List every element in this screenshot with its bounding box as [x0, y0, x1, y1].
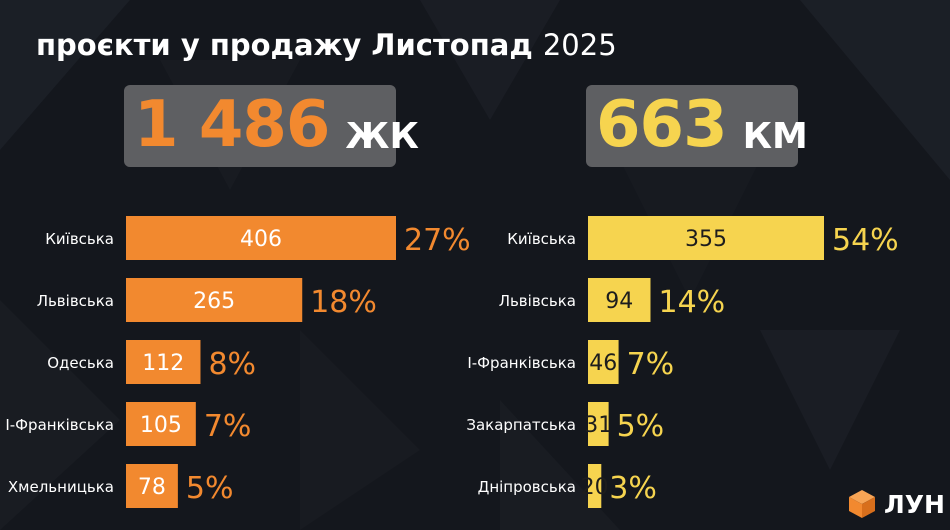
bar-value-label-right: 355 [685, 227, 727, 252]
title-text: проєкти у продажу Листопад [36, 28, 533, 62]
category-label-right: Закарпатська [466, 416, 576, 434]
bar-value-label-left: 105 [140, 413, 182, 438]
kpi-left-value: 1 486 [134, 88, 330, 162]
percent-label-right: 7% [627, 347, 675, 382]
bar-value-label-left: 78 [138, 475, 166, 500]
brand-logo: ЛУН [846, 488, 945, 520]
percent-label-right: 3% [609, 471, 657, 506]
percent-label-right: 54% [832, 223, 899, 258]
page-title: проєкти у продажу Листопад 2025 [36, 28, 617, 62]
bar-left [126, 216, 396, 260]
title-year: 2025 [542, 28, 617, 62]
bar-value-label-right: 94 [605, 289, 633, 314]
percent-label-left: 7% [204, 409, 252, 444]
bar-left [126, 278, 303, 322]
brand-logo-text: ЛУН [884, 489, 945, 519]
category-label-left: Київська [45, 230, 114, 248]
category-label-right: Львівська [499, 292, 576, 310]
bar-right [588, 340, 619, 384]
percent-label-right: 5% [617, 409, 665, 444]
kpi-right-value: 663 [596, 88, 728, 162]
bar-value-label-right: 20 [581, 475, 609, 500]
bar-left [126, 402, 196, 446]
kpi-total-cottage-towns: 663 КМ [586, 85, 808, 167]
percent-label-left: 18% [310, 285, 377, 320]
category-label-left: Львівська [37, 292, 114, 310]
bar-value-label-left: 406 [240, 227, 282, 252]
percent-label-right: 14% [658, 285, 725, 320]
cube-logo-icon [849, 490, 875, 518]
category-label-left: Хмельницька [8, 478, 114, 496]
bar-value-label-left: 265 [193, 289, 235, 314]
bar-value-label-right: 31 [584, 413, 612, 438]
category-label-left: І-Франківська [5, 416, 114, 434]
bar-left [126, 464, 178, 508]
category-label-right: Дніпровська [478, 478, 576, 496]
bar-right [588, 402, 609, 446]
bar-value-label-right: 46 [589, 351, 617, 376]
kpi-left-unit: ЖК [345, 116, 419, 157]
bar-right [588, 216, 824, 260]
bar-value-label-left: 112 [142, 351, 184, 376]
category-label-left: Одеська [47, 354, 114, 372]
category-label-right: І-Франківська [467, 354, 576, 372]
percent-label-left: 27% [404, 223, 471, 258]
bar-left [126, 340, 201, 384]
percent-label-left: 5% [186, 471, 234, 506]
bar-right [588, 278, 651, 322]
kpi-right-unit: КМ [742, 116, 808, 157]
bar-right [588, 464, 602, 508]
percent-label-left: 8% [208, 347, 256, 382]
category-label-right: Київська [507, 230, 576, 248]
kpi-total-residential-complexes: 1 486 ЖК [124, 85, 419, 167]
